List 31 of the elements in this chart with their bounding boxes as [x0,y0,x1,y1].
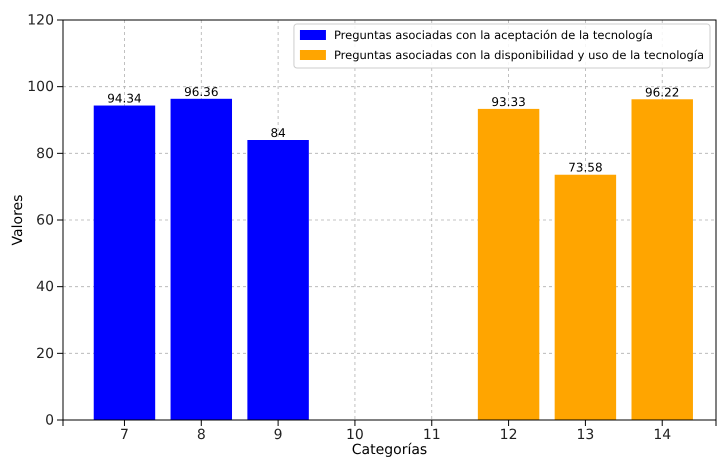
y-tick-label: 80 [36,146,54,162]
x-axis-title: Categorías [352,442,428,457]
bar [94,106,156,420]
x-tick-label: 9 [274,426,283,443]
data-label: 94.34 [107,92,142,106]
x-tick-label: 8 [196,426,206,443]
x-tick-label: 14 [653,426,672,443]
data-label: 96.36 [184,84,218,99]
x-tick-label: 13 [576,426,594,443]
legend-label: Preguntas asociadas con la aceptación de la tecnología [334,28,653,42]
x-tick-label: 11 [422,426,441,443]
y-tick-label: 120 [27,12,54,28]
x-tick-label: 12 [500,426,518,443]
bar [478,108,540,420]
x-tick-label: 10 [346,426,364,443]
data-label: 73.58 [568,160,603,175]
y-tick-label: 40 [36,279,54,296]
data-label: 84 [270,126,286,140]
bar [247,140,309,420]
bar [554,174,616,420]
y-axis-title: Valores [10,194,26,246]
y-tick-label: 60 [36,212,54,228]
data-label: 93.33 [491,94,526,109]
bar [631,99,693,420]
legend-label: Preguntas asociadas con la disponibilidad y uso de la tecnología [334,48,704,62]
bar [170,98,232,420]
x-tick-label: 7 [120,426,129,443]
y-tick-label: 0 [45,412,54,428]
y-tick-label: 100 [27,79,54,96]
data-label: 96.22 [645,85,680,100]
y-tick-label: 20 [36,346,54,362]
